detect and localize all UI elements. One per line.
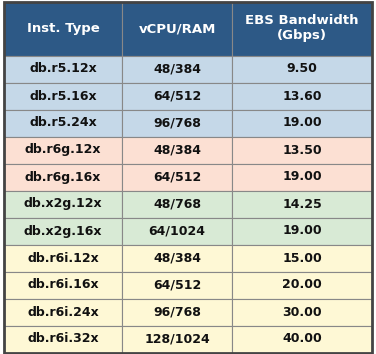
Text: 19.00: 19.00: [282, 171, 322, 183]
Bar: [232, 164, 372, 190]
Bar: [122, 164, 232, 190]
Bar: [4, 137, 122, 164]
Bar: [122, 325, 232, 353]
Text: db.r5.24x: db.r5.24x: [29, 116, 97, 130]
Text: 9.50: 9.50: [287, 63, 317, 75]
Bar: [122, 272, 232, 298]
Bar: [4, 56, 122, 82]
Text: vCPU/RAM: vCPU/RAM: [138, 22, 216, 35]
Bar: [232, 272, 372, 298]
Text: 64/512: 64/512: [153, 171, 201, 183]
Text: db.r6i.12x: db.r6i.12x: [27, 251, 99, 264]
Bar: [232, 56, 372, 82]
Text: db.r6i.32x: db.r6i.32x: [27, 332, 99, 346]
Bar: [4, 272, 122, 298]
Text: 13.50: 13.50: [282, 143, 322, 156]
Bar: [4, 82, 122, 109]
Bar: [232, 217, 372, 245]
Text: 64/512: 64/512: [153, 279, 201, 291]
Text: db.r6i.24x: db.r6i.24x: [27, 306, 99, 319]
Bar: [232, 190, 372, 217]
Text: 128/1024: 128/1024: [144, 332, 210, 346]
Text: 48/384: 48/384: [153, 143, 201, 156]
Bar: [4, 164, 122, 190]
Bar: [122, 109, 232, 137]
Bar: [232, 109, 372, 137]
Bar: [122, 56, 232, 82]
Bar: [122, 82, 232, 109]
Text: 30.00: 30.00: [282, 306, 322, 319]
Text: 96/768: 96/768: [153, 116, 201, 130]
Bar: [122, 190, 232, 217]
Text: 40.00: 40.00: [282, 332, 322, 346]
Text: 19.00: 19.00: [282, 224, 322, 238]
Bar: [232, 298, 372, 325]
Text: EBS Bandwidth
(Gbps): EBS Bandwidth (Gbps): [245, 15, 359, 42]
Text: 15.00: 15.00: [282, 251, 322, 264]
Bar: [4, 217, 122, 245]
Text: db.r5.16x: db.r5.16x: [29, 90, 97, 103]
Bar: [122, 245, 232, 272]
Bar: [232, 245, 372, 272]
Bar: [232, 82, 372, 109]
Bar: [122, 217, 232, 245]
Bar: [232, 1, 372, 56]
Text: 48/384: 48/384: [153, 251, 201, 264]
Bar: [4, 109, 122, 137]
Bar: [4, 190, 122, 217]
Text: 48/384: 48/384: [153, 63, 201, 75]
Text: db.x2g.16x: db.x2g.16x: [24, 224, 102, 238]
Bar: [4, 298, 122, 325]
Bar: [122, 137, 232, 164]
Bar: [232, 137, 372, 164]
Text: 64/512: 64/512: [153, 90, 201, 103]
Text: 14.25: 14.25: [282, 198, 322, 211]
Text: 48/768: 48/768: [153, 198, 201, 211]
Text: db.x2g.12x: db.x2g.12x: [24, 198, 102, 211]
Text: 20.00: 20.00: [282, 279, 322, 291]
Text: db.r6g.16x: db.r6g.16x: [25, 171, 101, 183]
Text: db.r6i.16x: db.r6i.16x: [27, 279, 99, 291]
Text: 19.00: 19.00: [282, 116, 322, 130]
Text: 13.60: 13.60: [282, 90, 322, 103]
Text: db.r6g.12x: db.r6g.12x: [25, 143, 101, 156]
Text: Inst. Type: Inst. Type: [27, 22, 99, 35]
Bar: [4, 325, 122, 353]
Bar: [4, 245, 122, 272]
Text: db.r5.12x: db.r5.12x: [29, 63, 97, 75]
Bar: [232, 325, 372, 353]
Bar: [4, 1, 122, 56]
Text: 64/1024: 64/1024: [149, 224, 206, 238]
Text: 96/768: 96/768: [153, 306, 201, 319]
Bar: [122, 298, 232, 325]
Bar: [122, 1, 232, 56]
